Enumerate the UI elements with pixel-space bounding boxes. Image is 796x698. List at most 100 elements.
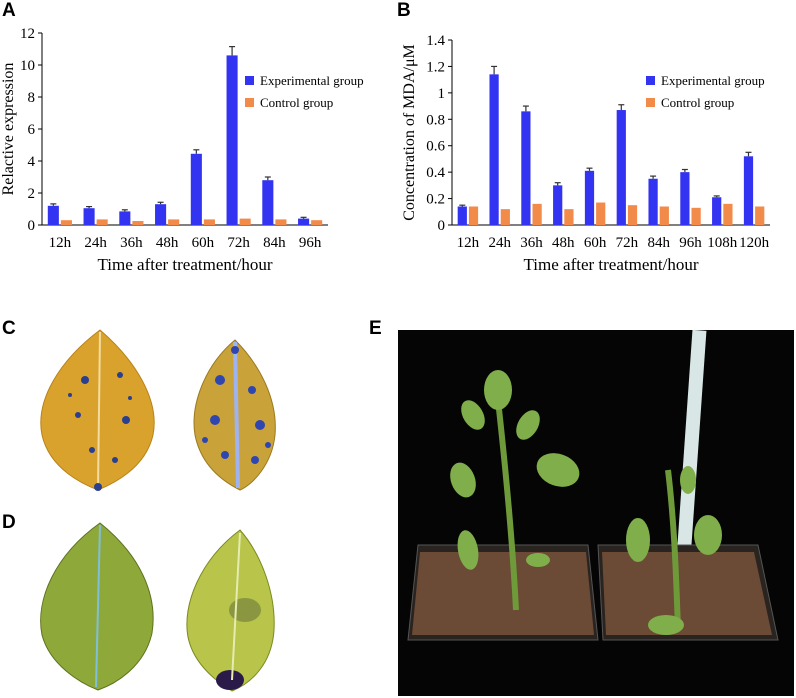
x-axis-label: Time after treatment/hour bbox=[524, 255, 699, 274]
bar-experimental bbox=[47, 205, 59, 225]
x-tick-label: 60h bbox=[584, 235, 607, 251]
bar-experimental bbox=[712, 197, 722, 225]
panel-label-a: A bbox=[2, 0, 16, 21]
legend-label: Control group bbox=[260, 95, 333, 110]
bar-control bbox=[500, 209, 510, 225]
panel-label-e: E bbox=[369, 318, 382, 339]
y-axis-label: Concentration of MDA/μM bbox=[401, 44, 418, 221]
x-tick-label: 84h bbox=[647, 235, 670, 251]
x-axis-label: Time after treatment/hour bbox=[98, 255, 273, 274]
leaf-c-right-spots bbox=[202, 346, 271, 464]
soil-right bbox=[602, 552, 772, 635]
bar-control bbox=[239, 218, 251, 225]
x-tick-label: 12h bbox=[457, 235, 480, 251]
chart-b-mda-concentration: 0 0.2 0.4 0.6 0.8 1 1.2 1.4 12h 24h 36h 48h 60h 72h 84… bbox=[401, 33, 770, 274]
bar-control bbox=[627, 205, 638, 225]
bar-experimental bbox=[553, 185, 563, 225]
x-tick-label: 72h bbox=[227, 235, 250, 251]
y-tick-label: 0.2 bbox=[426, 192, 445, 208]
bar-experimental bbox=[743, 156, 754, 225]
x-tick-label: 60h bbox=[192, 235, 215, 251]
bar-control bbox=[168, 219, 180, 225]
bar-experimental bbox=[155, 204, 167, 225]
x-tick-label: 84h bbox=[263, 235, 286, 251]
y-tick-label: 6 bbox=[28, 122, 36, 138]
photo-c-stained-leaves bbox=[40, 329, 276, 491]
y-tick-label: 1.4 bbox=[426, 33, 445, 49]
y-tick-label: 1.2 bbox=[426, 59, 445, 75]
x-tick-label: 48h bbox=[156, 235, 179, 251]
leaf-d-left-midrib bbox=[95, 524, 101, 688]
bar-control bbox=[311, 220, 323, 225]
chart-a-relative-expression: 0 2 4 6 8 10 12 12h 24h 36h 48h 60h 72h 84h 96h Time af… bbox=[0, 26, 364, 274]
bar-experimental bbox=[616, 110, 626, 225]
leaf-d-right-dark-patch bbox=[216, 670, 244, 690]
y-tick-label: 12 bbox=[20, 26, 35, 42]
leaf-d-right-patch bbox=[229, 598, 261, 622]
legend-label: Control group bbox=[661, 95, 734, 110]
leaf-c-left-spots bbox=[68, 372, 132, 491]
y-tick-label: 1 bbox=[438, 86, 446, 102]
photo-e-background bbox=[398, 330, 794, 696]
bar-experimental bbox=[489, 74, 499, 225]
x-tick-label: 36h bbox=[520, 235, 543, 251]
bar-control bbox=[596, 202, 606, 225]
y-tick-label: 0.8 bbox=[426, 112, 445, 128]
x-tick-label: 96h bbox=[299, 235, 322, 251]
x-tick-label: 12h bbox=[49, 235, 72, 251]
bar-control bbox=[203, 219, 215, 225]
bar-control bbox=[132, 221, 144, 225]
bar-experimental bbox=[190, 153, 202, 225]
bar-experimental bbox=[119, 211, 131, 225]
y-tick-label: 0 bbox=[28, 218, 36, 234]
bar-control bbox=[96, 219, 108, 225]
bar-experimental bbox=[457, 206, 467, 225]
panel-label-b: B bbox=[397, 0, 411, 21]
bar-control bbox=[691, 207, 701, 225]
bar-experimental bbox=[648, 178, 658, 225]
legend-swatch bbox=[646, 98, 655, 107]
stem-left bbox=[495, 399, 519, 611]
bar-experimental bbox=[83, 208, 95, 225]
legend-swatch bbox=[245, 76, 254, 85]
bar-control bbox=[564, 209, 574, 225]
x-tick-label: 48h bbox=[552, 235, 575, 251]
soil-left bbox=[412, 552, 594, 635]
x-tick-label: 96h bbox=[679, 235, 702, 251]
x-tick-label: 24h bbox=[84, 235, 107, 251]
bar-experimental bbox=[521, 111, 531, 225]
bar-experimental bbox=[226, 55, 238, 226]
y-axis-label: Relactive expression bbox=[0, 63, 17, 196]
leaf-d-right-midrib bbox=[231, 532, 241, 681]
y-tick-label: 0 bbox=[438, 218, 446, 234]
leaf-c-left-midrib bbox=[97, 331, 101, 489]
bar-control bbox=[659, 206, 669, 225]
panel-label-d: D bbox=[2, 512, 16, 533]
bar-control bbox=[755, 206, 765, 225]
x-tick-label: 72h bbox=[616, 235, 639, 251]
x-tick-label: 120h bbox=[739, 235, 770, 251]
bar-control bbox=[275, 219, 287, 225]
bar-control bbox=[723, 203, 733, 225]
legend-label: Experimental group bbox=[260, 73, 364, 88]
stem-right bbox=[665, 469, 681, 631]
x-tick-label: 36h bbox=[120, 235, 143, 251]
y-tick-label: 4 bbox=[28, 154, 36, 170]
y-tick-label: 2 bbox=[28, 186, 36, 202]
leaf-c-right-midrib bbox=[233, 341, 240, 489]
leaves-right bbox=[626, 466, 722, 635]
x-tick-label: 108h bbox=[707, 235, 738, 251]
legend-label: Experimental group bbox=[661, 73, 765, 88]
bar-control bbox=[532, 203, 542, 225]
photo-e-plants bbox=[398, 330, 794, 696]
bar-experimental bbox=[298, 218, 310, 225]
bar-control bbox=[60, 220, 72, 225]
leaf-d-left bbox=[40, 522, 154, 691]
photo-d-leaves bbox=[40, 522, 275, 692]
bar-experimental bbox=[680, 172, 690, 225]
bar-experimental bbox=[262, 180, 274, 225]
y-tick-label: 10 bbox=[20, 58, 35, 74]
x-tick-label: 24h bbox=[488, 235, 511, 251]
legend-swatch bbox=[245, 98, 254, 107]
y-tick-label: 0.6 bbox=[426, 139, 445, 155]
